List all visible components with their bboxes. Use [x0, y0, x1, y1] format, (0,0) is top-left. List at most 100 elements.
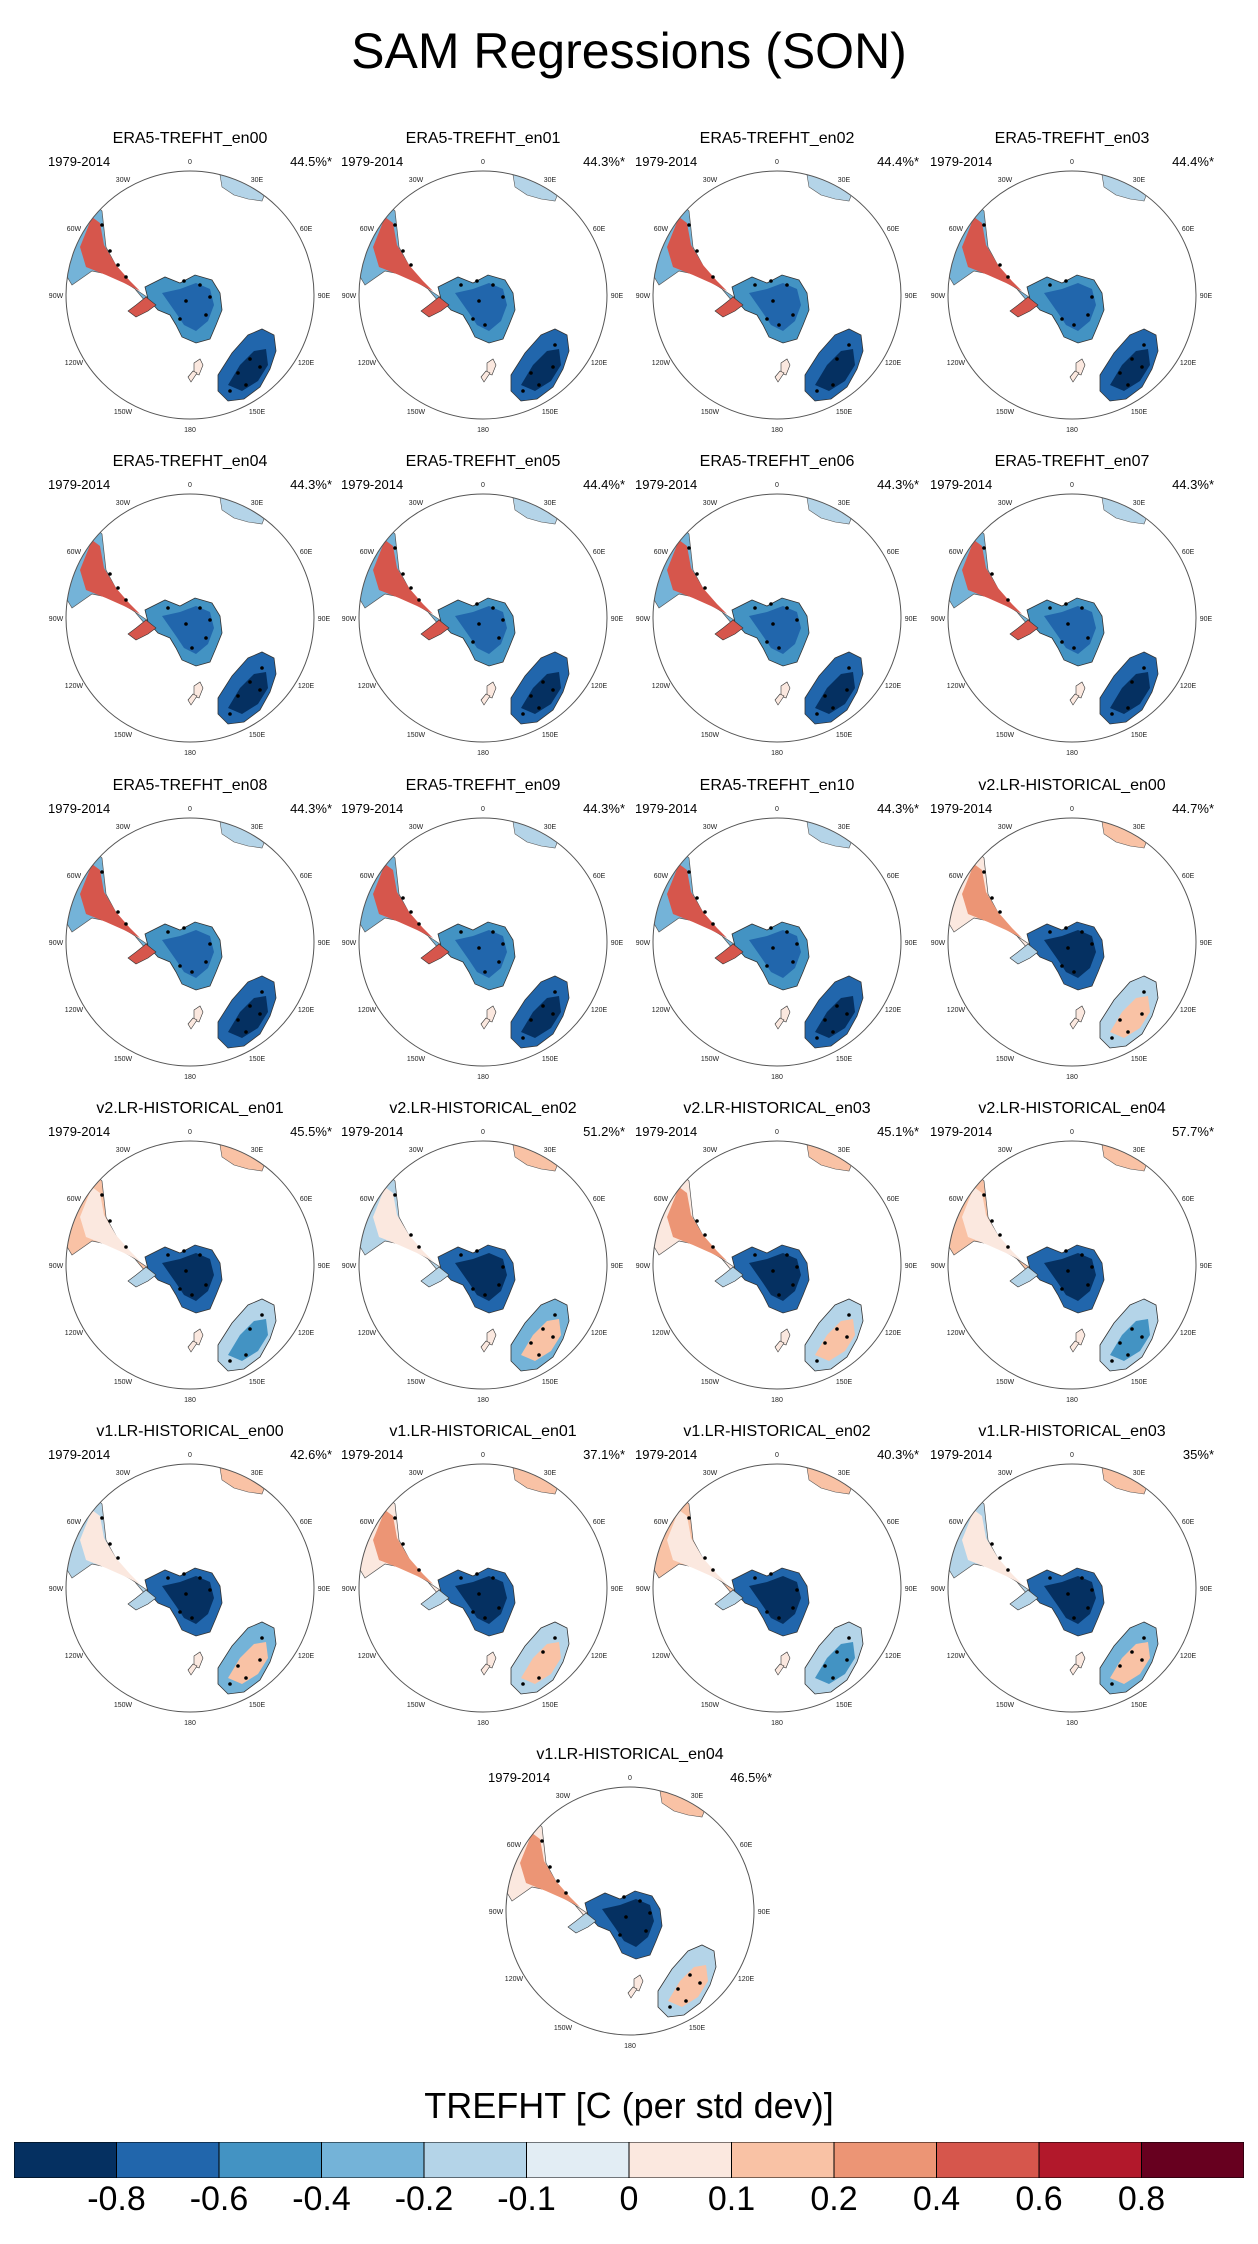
lon-label: 180 [184, 1074, 196, 1081]
polar-map: 0 30E 60E 90E 120E 150E 180 150W 120W 90W 60W 30W [931, 1129, 1213, 1404]
map-panel: ERA5-TREFHT_en01 0 30E 60E 90E 120E 150E 180 150… [333, 130, 633, 440]
lon-label: 30W [703, 177, 718, 184]
colorbar-swatch [936, 2142, 1040, 2178]
lon-label: 150E [249, 1702, 266, 1709]
panel-variance-explained: 44.3%* [1172, 477, 1214, 492]
lon-label: 120W [947, 1653, 966, 1660]
panel-title: ERA5-TREFHT_en05 [405, 453, 561, 470]
panel-title: ERA5-TREFHT_en02 [699, 130, 855, 147]
lon-label: 60E [593, 873, 606, 880]
colorbar-swatch [116, 2142, 220, 2178]
lon-label: 90W [342, 293, 357, 300]
lon-label: 60E [300, 873, 313, 880]
lon-label: 30E [251, 1470, 264, 1477]
lon-label: 60W [654, 1196, 669, 1203]
panel-title: v1.LR-HISTORICAL_en00 [96, 1423, 284, 1440]
lon-label: 60W [949, 1196, 964, 1203]
lon-label: 90E [1200, 940, 1213, 947]
lon-label: 30W [703, 1470, 718, 1477]
lon-label: 60W [360, 226, 375, 233]
polar-map: 0 30E 60E 90E 120E 150E 180 150W 120W 90W 60W 30W [931, 482, 1213, 757]
panel-variance-explained: 44.4%* [583, 477, 625, 492]
lon-label: 180 [1066, 1720, 1078, 1727]
lon-label: 60E [1182, 1196, 1195, 1203]
lon-label: 150E [1131, 409, 1148, 416]
panel-period: 1979-2014 [930, 1124, 993, 1139]
lon-label: 150E [542, 1702, 559, 1709]
panel-variance-explained: 44.3%* [583, 801, 625, 816]
panel-period: 1979-2014 [341, 477, 404, 492]
lon-label: 30W [998, 1470, 1013, 1477]
colorbar-swatch [526, 2142, 630, 2178]
lon-label: 120E [885, 1330, 902, 1337]
lon-label: 180 [1066, 1397, 1078, 1404]
map-panel: ERA5-TREFHT_en08 0 30E 60E 90E 120E 150E 180 150… [40, 777, 340, 1087]
lon-label: 60W [360, 1519, 375, 1526]
lon-label: 30E [544, 1470, 557, 1477]
polar-map: 0 30E 60E 90E 120E 150E 180 150W 120W 90W 60W 30W [636, 1452, 918, 1727]
map-panel: v2.LR-HISTORICAL_en02 0 30E 60E 90E 120E 150E 1… [333, 1100, 633, 1410]
colorbar-tick-label: -0.6 [189, 2180, 249, 2218]
lon-label: 90E [905, 1586, 918, 1593]
panel-period: 1979-2014 [635, 1124, 698, 1139]
panel-period: 1979-2014 [48, 477, 111, 492]
lon-label: 120W [947, 1007, 966, 1014]
lon-label: 30W [116, 500, 131, 507]
lon-label: 30E [1133, 177, 1146, 184]
lon-label: 30E [838, 500, 851, 507]
colorbar [14, 2142, 1244, 2178]
panel-title: v2.LR-HISTORICAL_en00 [978, 777, 1166, 794]
lon-label: 30W [409, 824, 424, 831]
lon-label: 150E [836, 1056, 853, 1063]
lon-label: 150E [542, 409, 559, 416]
lon-label: 0 [481, 806, 485, 813]
panel-title: v2.LR-HISTORICAL_en04 [978, 1100, 1166, 1117]
colorbar-title: TREFHT [C (per std dev)] [424, 2085, 834, 2126]
panel-title: ERA5-TREFHT_en07 [994, 453, 1150, 470]
lon-label: 120W [652, 683, 671, 690]
lon-label: 60E [593, 1196, 606, 1203]
lon-label: 150W [407, 409, 426, 416]
lon-label: 150W [114, 1379, 133, 1386]
lon-label: 120E [1180, 1007, 1197, 1014]
lon-label: 150E [836, 732, 853, 739]
panel-period: 1979-2014 [635, 801, 698, 816]
lon-label: 60W [360, 1196, 375, 1203]
polar-map: 0 30E 60E 90E 120E 150E 180 150W 120W 90W 60W 30W [49, 806, 331, 1081]
lon-label: 120W [65, 683, 84, 690]
lon-label: 60E [300, 226, 313, 233]
lon-label: 0 [188, 806, 192, 813]
panel-variance-explained: 37.1%* [583, 1447, 625, 1462]
lon-label: 30W [703, 500, 718, 507]
map-panel: v2.LR-HISTORICAL_en00 0 30E 60E 90E 120E 150E 1… [922, 777, 1222, 1087]
panel-period: 1979-2014 [930, 154, 993, 169]
lon-label: 30W [703, 1147, 718, 1154]
lon-label: 0 [1070, 159, 1074, 166]
lon-label: 180 [184, 1397, 196, 1404]
panel-variance-explained: 44.5%* [290, 154, 332, 169]
lon-label: 30W [116, 1470, 131, 1477]
lon-label: 60E [593, 226, 606, 233]
lon-label: 150W [407, 1702, 426, 1709]
panel-title: v2.LR-HISTORICAL_en01 [96, 1100, 284, 1117]
lon-label: 30W [409, 500, 424, 507]
panel-variance-explained: 44.4%* [1172, 154, 1214, 169]
colorbar-tick-label: 0.4 [912, 2180, 961, 2218]
lon-label: 0 [628, 1775, 632, 1782]
lon-label: 60E [300, 1196, 313, 1203]
polar-map: 0 30E 60E 90E 120E 150E 180 150W 120W 90W 60W 30W [636, 159, 918, 434]
panel-period: 1979-2014 [930, 477, 993, 492]
colorbar-swatch [423, 2142, 527, 2178]
colorbar-tick-label: 0.6 [1015, 2180, 1063, 2218]
lon-label: 90E [318, 1263, 331, 1270]
lon-label: 180 [1066, 750, 1078, 757]
lon-label: 30E [691, 1793, 704, 1800]
lon-label: 150E [249, 732, 266, 739]
lon-label: 30E [251, 177, 264, 184]
lon-label: 150E [542, 732, 559, 739]
lon-label: 30E [251, 824, 264, 831]
map-panel: v2.LR-HISTORICAL_en01 0 30E 60E 90E 120E 150E 1… [40, 1100, 340, 1410]
colorbar-swatch [731, 2142, 835, 2178]
lon-label: 120W [358, 683, 377, 690]
lon-label: 60W [949, 549, 964, 556]
